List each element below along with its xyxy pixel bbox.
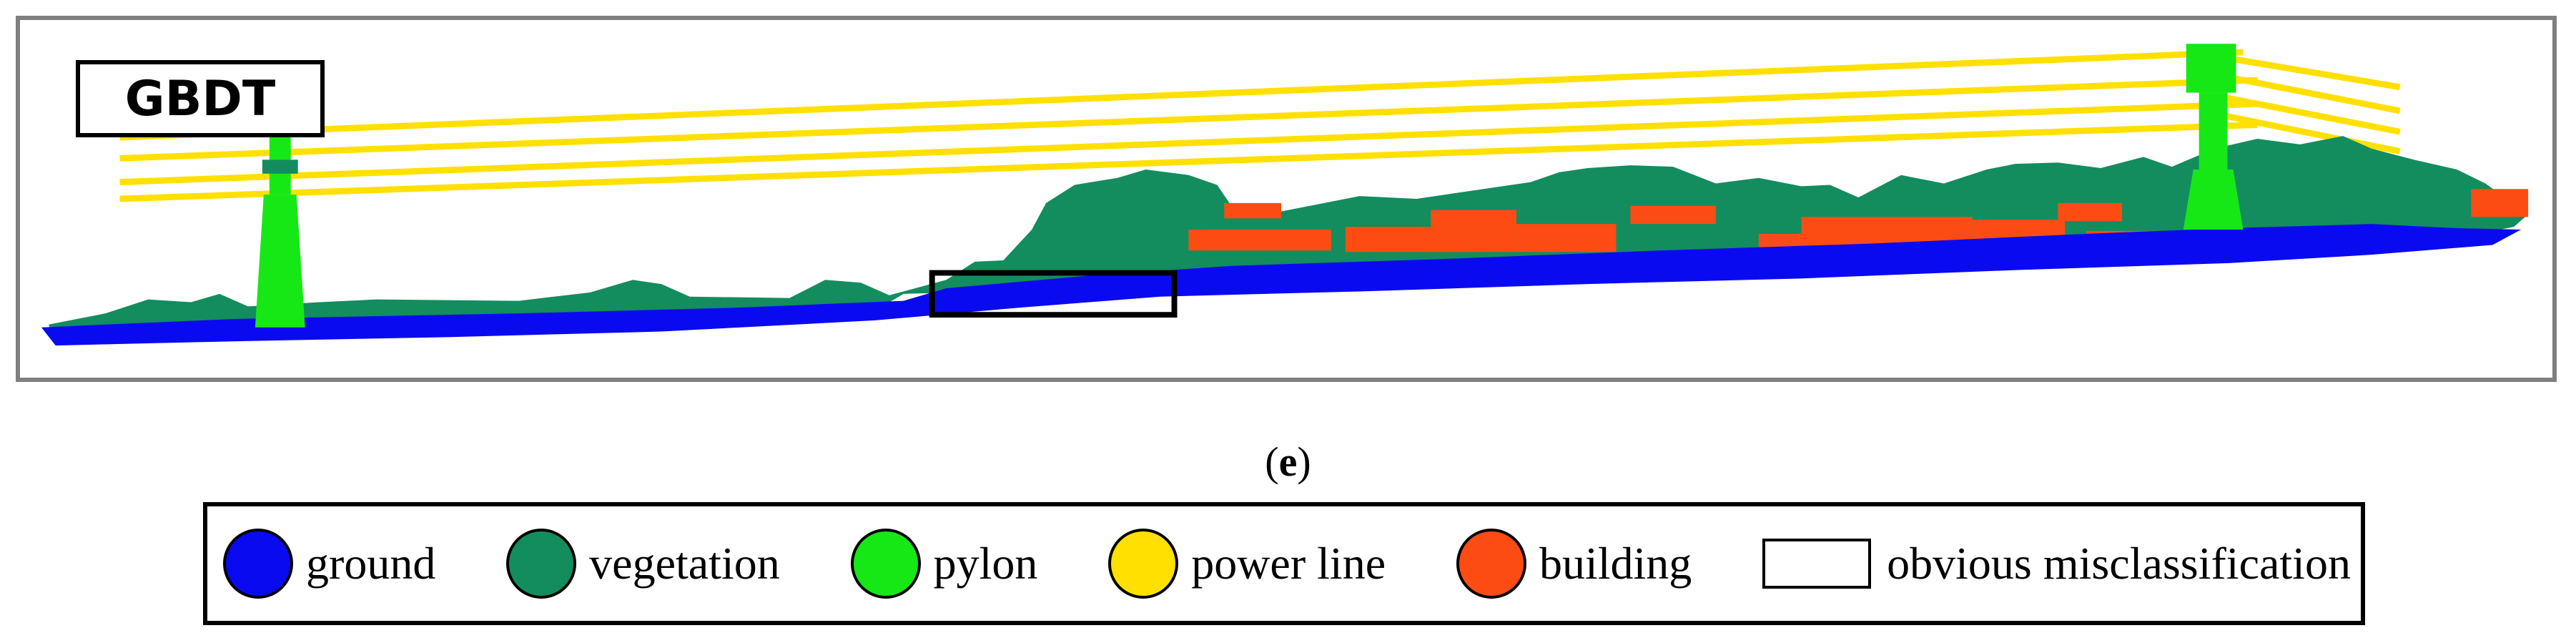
power-line: [2199, 107, 2401, 154]
vegetation-swatch-icon: [506, 529, 577, 599]
legend-item-pylon: pylon: [850, 529, 1038, 599]
legend-label: building: [1539, 538, 1692, 589]
power-line: [119, 77, 2258, 162]
pylon-crossarm: [262, 160, 298, 174]
power-line: [119, 122, 2258, 202]
point-cloud-panel: GBDT: [16, 16, 2557, 382]
power-line-swatch-icon: [1108, 529, 1179, 599]
method-label-box: GBDT: [76, 60, 325, 137]
building-patch: [1224, 202, 1282, 219]
legend-item-vegetation: vegetation: [506, 529, 780, 599]
legend-item-ground: ground: [223, 529, 435, 599]
power-line: [119, 49, 2244, 141]
pylon-right: [2183, 44, 2244, 230]
misclassification-swatch-icon: [1762, 539, 1872, 589]
subfigure-close: ): [1297, 438, 1311, 485]
building-patch: [1188, 229, 1331, 251]
legend-label: obvious misclassification: [1887, 538, 2351, 589]
power-line: [119, 100, 2258, 185]
legend-item-power-line: power line: [1108, 529, 1386, 599]
pylon-top: [2186, 44, 2236, 93]
legend-label: vegetation: [589, 538, 780, 589]
ground-surface: [41, 224, 2522, 346]
legend-label: pylon: [933, 538, 1038, 589]
pylon-left: [255, 110, 305, 328]
building-patch: [1516, 224, 1617, 252]
legend-label: power line: [1191, 538, 1386, 589]
subfigure-label: (e): [0, 438, 2576, 486]
ground-swatch-icon: [223, 529, 293, 599]
method-label: GBDT: [124, 70, 276, 127]
pylon-body: [2183, 169, 2244, 230]
legend-item-misclassification: obvious misclassification: [1762, 537, 2351, 590]
building-patch: [1630, 205, 1716, 225]
misclassification-box: [929, 270, 1178, 318]
subfigure-letter: e: [1278, 438, 1298, 485]
building-patch: [1431, 210, 1516, 252]
legend-label: ground: [306, 538, 436, 589]
legend-item-building: building: [1456, 529, 1692, 599]
building-patch: [2058, 202, 2123, 222]
pylon-body: [255, 195, 305, 328]
building-patch: [2471, 189, 2529, 217]
pylon-swatch-icon: [850, 529, 921, 599]
building-swatch-icon: [1456, 529, 1526, 599]
subfigure-open: (: [1265, 438, 1279, 485]
pylon-mast: [2199, 92, 2228, 170]
legend: ground vegetation pylon power line build…: [203, 502, 2365, 625]
point-cloud-scene: [41, 44, 2529, 346]
power-line: [2199, 89, 2401, 135]
